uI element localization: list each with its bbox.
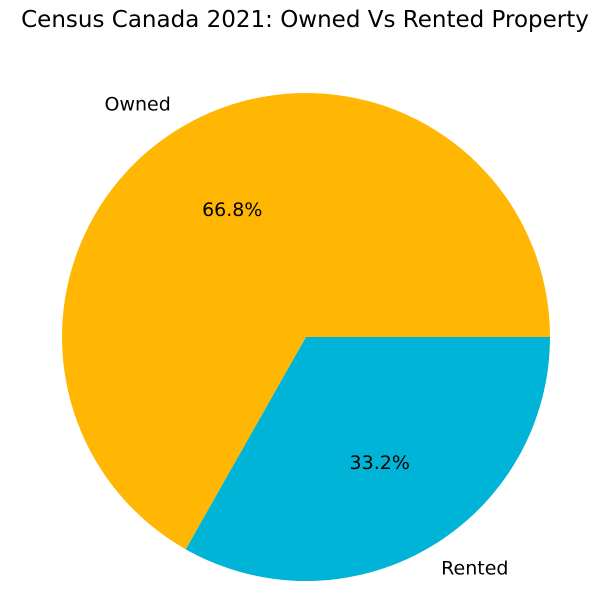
slice-label-owned: Owned [105, 94, 171, 116]
chart-title: Census Canada 2021: Owned Vs Rented Prop… [21, 7, 589, 33]
pie-slices [61, 92, 551, 581]
slice-label-rented: Rented [441, 557, 508, 579]
pie-labels: Owned 66.8% Rented 33.2% [105, 94, 509, 580]
value-label-owned: 66.8% [202, 199, 262, 221]
value-label-rented: 33.2% [350, 452, 410, 474]
pie-slice-owned [61, 92, 551, 550]
pie-slice-rented [185, 337, 550, 581]
